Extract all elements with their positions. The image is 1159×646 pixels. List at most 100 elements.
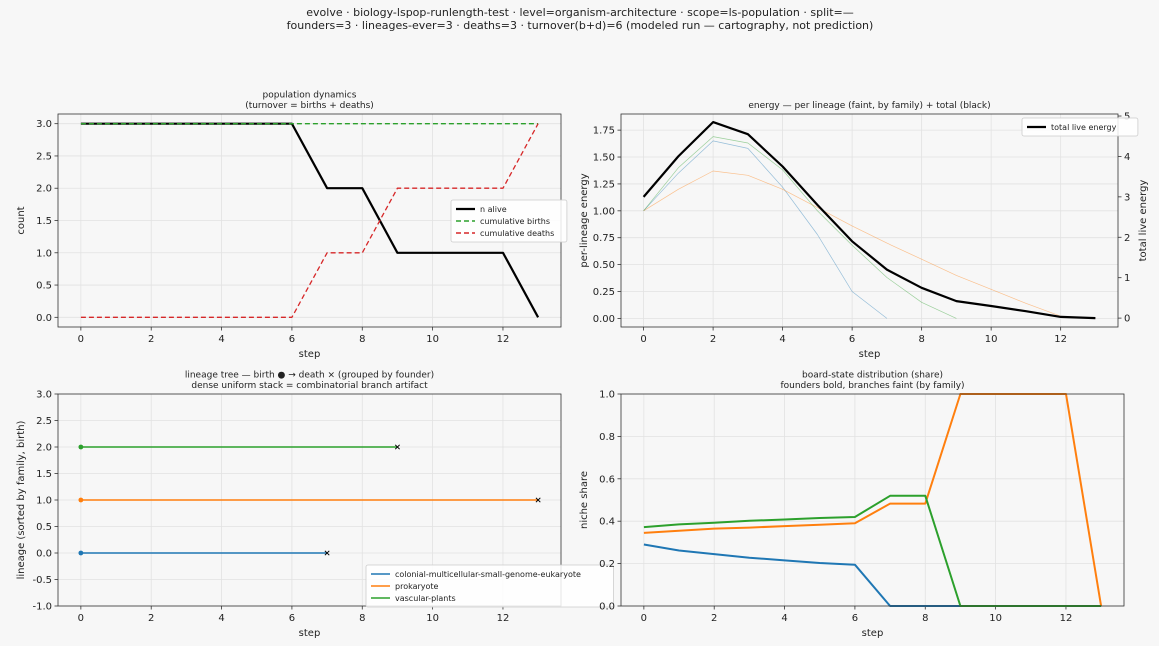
x-tick-label: 8 bbox=[922, 613, 928, 624]
panel-title: energy — per lineage (faint, by family) … bbox=[748, 101, 990, 111]
y-tick-label: 1.5 bbox=[36, 469, 52, 480]
x-tick-label: 10 bbox=[426, 613, 439, 624]
birth-marker bbox=[78, 444, 84, 450]
y-right-tick-label: 2 bbox=[1124, 233, 1130, 244]
series-line-2 bbox=[80, 123, 539, 318]
x-tick-label: 12 bbox=[497, 334, 510, 345]
death-marker bbox=[324, 550, 330, 556]
y-tick-label: 0.25 bbox=[593, 287, 615, 298]
legend-label: total live energy bbox=[1051, 123, 1117, 132]
plot-frame bbox=[57, 393, 562, 607]
x-tick-label: 2 bbox=[148, 334, 154, 345]
legend: total live energy bbox=[1021, 117, 1139, 137]
series-line-3 bbox=[642, 120, 1096, 320]
y-tick-label: 0.6 bbox=[599, 474, 615, 485]
x-tick-label: 10 bbox=[989, 613, 1002, 624]
x-tick-label: 4 bbox=[781, 613, 787, 624]
y-tick-label: 2.5 bbox=[36, 151, 52, 162]
legend: n alive cumulative births cumulative death… bbox=[450, 199, 568, 243]
y-tick-label: 2.0 bbox=[36, 184, 52, 195]
y-tick-label: 0.5 bbox=[36, 281, 52, 292]
y-right-tick-label: 5 bbox=[1124, 112, 1130, 123]
death-marker bbox=[394, 444, 400, 450]
y-right-tick-label: 0 bbox=[1124, 314, 1130, 325]
y-tick-label: 2.5 bbox=[36, 416, 52, 427]
x-axis-label: step bbox=[862, 628, 884, 639]
x-tick-label: 0 bbox=[78, 334, 84, 345]
legend-box bbox=[1021, 117, 1139, 137]
y-tick-label: 1.0 bbox=[36, 248, 52, 259]
x-tick-label: 0 bbox=[78, 613, 84, 624]
x-tick-label: 8 bbox=[918, 334, 924, 345]
birth-marker bbox=[78, 550, 84, 556]
series-line-1 bbox=[643, 170, 1096, 319]
y-tick-label: 2.0 bbox=[36, 443, 52, 454]
x-tick-label: 12 bbox=[497, 613, 510, 624]
y-right-tick-label: 4 bbox=[1124, 152, 1130, 163]
legend-label: n alive bbox=[480, 205, 507, 214]
x-tick-label: 6 bbox=[289, 334, 295, 345]
panel-energy: energy — per lineage (faint, by family) … bbox=[579, 101, 1149, 360]
y-tick-label: 1.75 bbox=[593, 126, 615, 137]
y-axis-label: per-lineage energy bbox=[579, 173, 590, 267]
x-tick-label: 12 bbox=[1060, 613, 1073, 624]
x-tick-label: 10 bbox=[426, 334, 439, 345]
y-axis-label: lineage (sorted by family, birth) bbox=[16, 420, 27, 579]
panel-title: population dynamics bbox=[263, 91, 357, 101]
legend-box bbox=[450, 199, 568, 243]
legend-label: colonial-multicellular-small-genome-euka… bbox=[395, 570, 581, 579]
x-tick-label: 6 bbox=[849, 334, 855, 345]
death-marker bbox=[535, 497, 541, 503]
x-tick-label: 8 bbox=[359, 334, 365, 345]
y-tick-label: 3.0 bbox=[36, 390, 52, 401]
x-tick-label: 0 bbox=[640, 334, 646, 345]
y-tick-label: 0.4 bbox=[599, 517, 615, 528]
panel-lineage-tree: lineage tree — birth ● → death × (groupe… bbox=[16, 371, 614, 639]
x-tick-label: 2 bbox=[710, 334, 716, 345]
panel-population: population dynamics(turnover = births + … bbox=[16, 91, 568, 360]
y-right-tick-label: 3 bbox=[1124, 192, 1130, 203]
legend-box bbox=[365, 564, 614, 608]
y-tick-label: -1.0 bbox=[32, 602, 52, 613]
plot-area bbox=[621, 394, 1124, 606]
y-tick-label: 3.0 bbox=[36, 119, 52, 130]
y-tick-label: 1.0 bbox=[36, 496, 52, 507]
y-tick-label: 0.00 bbox=[593, 314, 615, 325]
panel-title: lineage tree — birth ● → death × (groupe… bbox=[185, 371, 434, 381]
y-tick-label: 1.00 bbox=[593, 206, 615, 217]
panel-title: board-state distribution (share) bbox=[802, 371, 943, 381]
x-tick-label: 6 bbox=[289, 613, 295, 624]
birth-marker bbox=[78, 497, 84, 503]
x-tick-label: 6 bbox=[852, 613, 858, 624]
x-tick-label: 4 bbox=[779, 334, 785, 345]
y-tick-label: 1.50 bbox=[593, 153, 615, 164]
legend-label: vascular-plants bbox=[395, 594, 456, 603]
series-line-2 bbox=[643, 136, 957, 319]
x-axis-label: step bbox=[859, 349, 881, 360]
panel-board-share: board-state distribution (share)founders… bbox=[579, 371, 1125, 639]
y-tick-label: 1.0 bbox=[599, 390, 615, 401]
plot-frame bbox=[620, 113, 1119, 328]
legend-label: cumulative deaths bbox=[480, 229, 554, 238]
y-axis-label: count bbox=[16, 206, 27, 234]
x-tick-label: 2 bbox=[148, 613, 154, 624]
y-tick-label: 0.75 bbox=[593, 233, 615, 244]
x-axis-label: step bbox=[299, 628, 321, 639]
plot-area bbox=[621, 114, 1118, 327]
y-tick-label: 0.0 bbox=[599, 602, 615, 613]
x-tick-label: 10 bbox=[985, 334, 998, 345]
x-tick-label: 8 bbox=[359, 613, 365, 624]
plot-frame bbox=[620, 393, 1125, 607]
suptitle-line-2: founders=3 · lineages-ever=3 · deaths=3 … bbox=[287, 19, 874, 32]
y-right-tick-label: 1 bbox=[1124, 273, 1130, 284]
y-tick-label: 0.2 bbox=[599, 559, 615, 570]
x-tick-label: 12 bbox=[1054, 334, 1067, 345]
y-tick-label: 0.5 bbox=[36, 522, 52, 533]
suptitle-line-1: evolve · biology-lspop-runlength-test · … bbox=[306, 6, 853, 19]
y-tick-label: 0.0 bbox=[36, 549, 52, 560]
x-axis-label: step bbox=[299, 349, 321, 360]
y-tick-label: 0.0 bbox=[36, 313, 52, 324]
x-tick-label: 4 bbox=[218, 334, 224, 345]
y-tick-label: 1.25 bbox=[593, 179, 615, 190]
